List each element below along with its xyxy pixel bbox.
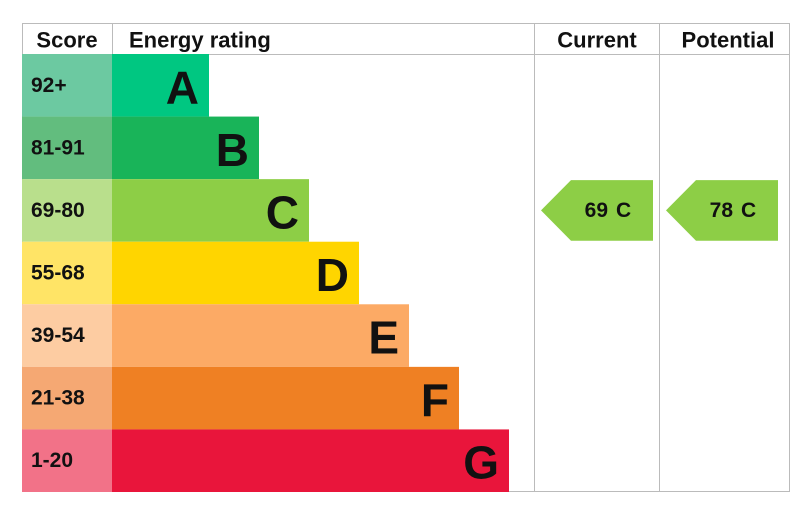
rating-bar (112, 304, 409, 367)
rating-letter: D (316, 249, 349, 301)
header-potential: Potential (682, 28, 775, 53)
score-cell (22, 241, 112, 305)
score-range: 1-20 (31, 449, 73, 472)
score-range: 39-54 (31, 324, 85, 347)
score-cell (22, 54, 112, 117)
rating-bar (112, 366, 459, 430)
score-range: 55-68 (31, 262, 85, 285)
header-score: Score (36, 28, 97, 53)
score-cell (22, 429, 112, 492)
rating-bar (112, 54, 209, 117)
rating-letter: E (368, 312, 399, 364)
score-cell (22, 366, 112, 430)
score-range: 81-91 (31, 136, 85, 159)
rating-bar (112, 179, 309, 242)
potential-letter: C (741, 199, 756, 222)
current-score: 69 (585, 199, 608, 222)
potential-score: 78 (710, 199, 734, 222)
rating-bar (112, 429, 509, 492)
rating-letter: F (421, 374, 449, 426)
score-cell (22, 304, 112, 367)
rating-letter: B (216, 124, 249, 176)
potential-arrow (666, 180, 778, 241)
header-current: Current (557, 28, 637, 53)
rating-letter: G (463, 437, 499, 489)
rating-letter: C (266, 186, 299, 238)
rating-bar (112, 116, 259, 180)
current-arrow (541, 180, 653, 241)
score-cell (22, 179, 112, 242)
score-range: 92+ (31, 74, 67, 97)
score-range: 69-80 (31, 199, 85, 222)
header-energy-rating: Energy rating (129, 28, 271, 53)
current-letter: C (616, 199, 631, 222)
rating-letter: A (166, 61, 199, 113)
score-cell (22, 116, 112, 180)
rating-bar (112, 241, 359, 305)
score-range: 21-38 (31, 387, 85, 410)
